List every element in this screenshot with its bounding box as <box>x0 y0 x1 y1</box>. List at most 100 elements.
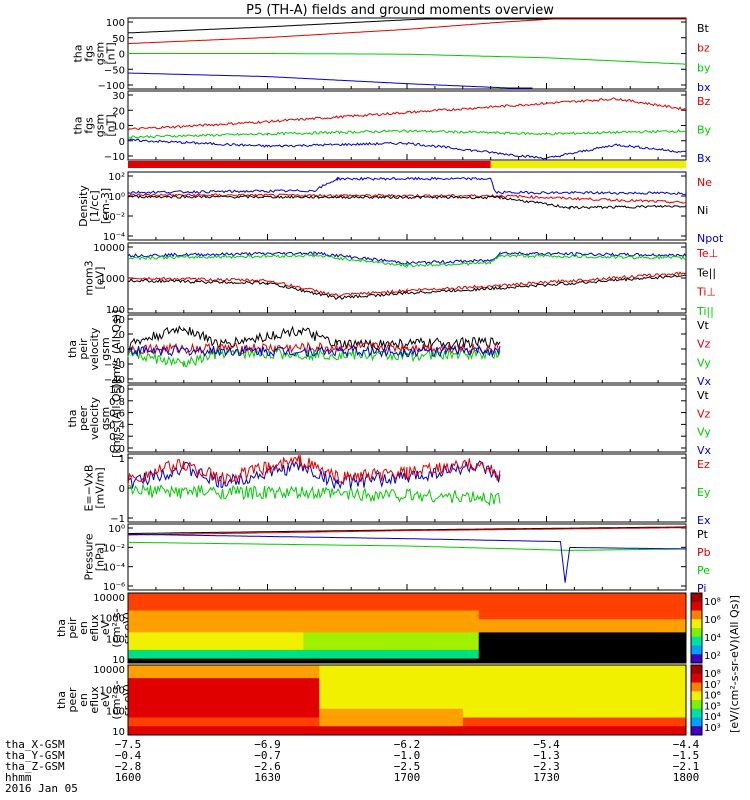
spectrogram-cell <box>558 619 567 625</box>
spectrogram-cell <box>343 686 352 692</box>
spectrogram-cell <box>494 700 504 705</box>
spectrogram-cell <box>446 610 456 616</box>
spectrogram-cell <box>582 597 591 603</box>
spectrogram-cell <box>486 673 496 679</box>
spectrogram-cell <box>271 673 280 679</box>
spectrogram-cell <box>502 645 512 651</box>
spectrogram-cell <box>638 610 647 616</box>
spectrogram-cell <box>231 649 241 655</box>
spectrogram-cell <box>678 641 687 646</box>
spectrogram-cell <box>598 721 607 727</box>
spectrogram-cell <box>638 654 647 660</box>
spectrogram-cell <box>630 593 639 598</box>
footer-row-label: tha_Y-GSM <box>5 749 65 762</box>
spectrogram-cell <box>646 708 655 714</box>
spectrogram-cell <box>622 730 631 736</box>
spectrogram-cell <box>622 645 631 651</box>
spectrogram-cell <box>662 641 671 646</box>
spectrogram-cell <box>303 686 312 692</box>
colorbar-tick-label: 10⁴ <box>704 633 721 644</box>
spectrogram-cell <box>247 713 257 718</box>
spectrogram-cell <box>351 619 360 625</box>
spectrogram-cell <box>407 665 416 670</box>
spectrogram-cell <box>199 614 209 620</box>
spectrogram-cell <box>335 686 344 692</box>
spectrogram-cell <box>319 713 328 718</box>
spectrogram-cell <box>247 730 257 736</box>
spectrogram-cell <box>383 619 392 625</box>
spectrogram-cell <box>438 708 448 714</box>
spectrogram-cell <box>518 606 528 611</box>
spectrogram-cell <box>231 628 241 633</box>
spectrogram-cell <box>670 649 679 655</box>
spectrogram-cell <box>430 641 440 646</box>
spectrogram-cell <box>191 691 201 697</box>
spectrogram-cell <box>247 717 257 723</box>
spectrogram-cell <box>446 686 456 692</box>
spectrogram-cell <box>614 628 623 633</box>
spectrogram-cell <box>263 708 272 714</box>
spectrogram-cell <box>654 628 663 633</box>
spectrogram-cell <box>247 636 257 642</box>
spectrogram-cell <box>494 654 504 660</box>
spectrogram-cell <box>263 601 272 607</box>
spectrogram-cell <box>670 665 679 670</box>
spectrogram-cell <box>375 673 384 679</box>
y-axis-label: [1/cc] <box>88 190 101 221</box>
spectrogram-cell <box>327 606 336 611</box>
spectrogram-cell <box>231 673 241 679</box>
plot-frame <box>127 171 687 241</box>
spectrogram-cell <box>359 691 368 697</box>
spectrogram-cell <box>638 606 647 611</box>
spectrogram-cell <box>462 704 472 710</box>
spectrogram-cell <box>359 649 368 655</box>
spectrogram-cell <box>550 665 559 670</box>
spectrogram-cell <box>143 691 153 697</box>
spectrogram-cell <box>494 704 504 710</box>
spectrogram-cell <box>526 632 536 638</box>
spectrogram-cell <box>215 623 225 629</box>
spectrogram-cell <box>151 730 161 736</box>
spectrogram-cell <box>510 730 520 736</box>
colorbar-band <box>691 682 702 692</box>
spectrogram-cell <box>407 682 416 688</box>
spectrogram-cell <box>614 632 623 638</box>
legend-entry: Vx <box>697 444 712 457</box>
spectrogram-cell <box>128 726 137 732</box>
spectrogram-cell <box>454 610 464 616</box>
spectrogram-cell <box>183 726 193 732</box>
spectrogram-cell <box>422 641 432 646</box>
spectrogram-cell <box>614 708 623 714</box>
spectrogram-cell <box>622 721 631 727</box>
spectrogram-cell <box>167 606 177 611</box>
spectrogram-cell <box>614 721 623 727</box>
spectrogram-cell <box>128 658 137 664</box>
spectrogram-cell <box>470 610 480 616</box>
spectrogram-cell <box>367 691 376 697</box>
spectrogram-cell <box>335 649 344 655</box>
spectrogram-cell <box>438 614 448 620</box>
series-line <box>127 251 687 265</box>
spectrogram-cell <box>351 717 360 723</box>
spectrogram-cell <box>175 614 185 620</box>
spectrogram-cell <box>303 713 312 718</box>
spectrogram-cell <box>287 678 296 683</box>
y-axis-label: peir <box>77 338 90 360</box>
y-axis-label: en <box>77 693 90 707</box>
spectrogram-cell <box>159 606 169 611</box>
spectrogram-cell <box>462 619 472 625</box>
spectrogram-cell <box>678 606 687 611</box>
plot-frame <box>127 453 687 523</box>
spectrogram-cell <box>383 669 392 675</box>
spectrogram-cell <box>303 669 312 675</box>
spectrogram-cell <box>159 619 169 625</box>
spectrogram-cell <box>271 704 280 710</box>
spectrogram-cell <box>207 700 217 705</box>
spectrogram-cell <box>215 686 225 692</box>
spectrogram-cell <box>151 686 161 692</box>
spectrogram-cell <box>662 695 671 701</box>
spectrogram-cell <box>183 730 193 736</box>
spectrogram-cell <box>494 669 504 675</box>
spectrogram-cell <box>383 632 392 638</box>
spectrogram-cell <box>263 628 272 633</box>
